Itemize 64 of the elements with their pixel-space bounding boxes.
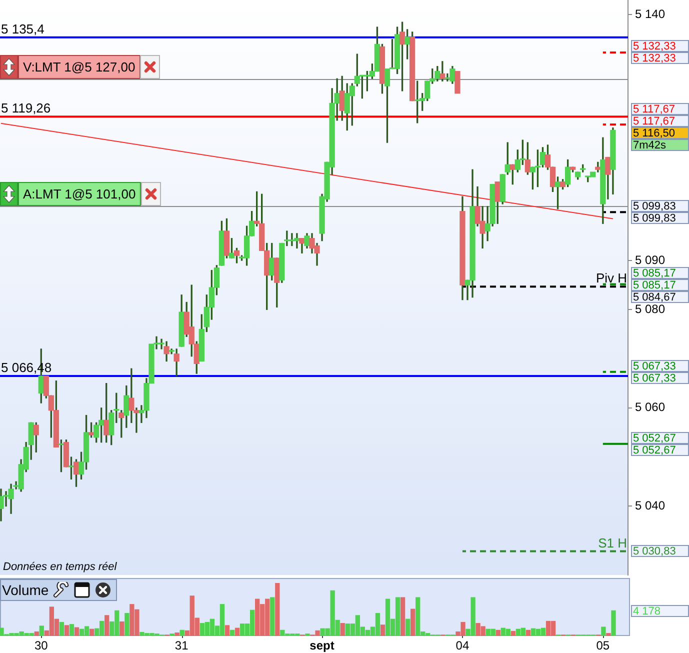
text: 5 132,33: [633, 52, 676, 65]
chart-title: Volume: [2, 581, 49, 600]
text: 5 085,17: [633, 280, 676, 292]
ref-line-label: 5 052,67: [633, 432, 676, 445]
bar: [496, 630, 500, 636]
bar: [174, 632, 180, 636]
ref-line-label: 5 085,17: [633, 268, 676, 280]
text: 5 067,33: [633, 372, 676, 385]
ref-line-label: 5 117,67: [633, 104, 676, 116]
bar: [405, 618, 410, 636]
ref-line-label: A:LMT 1@5 101,00: [23, 186, 136, 202]
x-tick-label: 04: [456, 638, 470, 653]
text: 5 116,50: [633, 128, 676, 140]
ref-line-label: 5 067,33: [633, 360, 676, 373]
text: 5 117,67: [633, 116, 676, 128]
ref-line-label: Piv H: [596, 270, 627, 286]
x-tick-label: 31: [174, 638, 189, 653]
bar: [69, 624, 74, 636]
y-tick-label: 5 090: [635, 252, 666, 267]
bar: [34, 631, 39, 636]
bar: [64, 625, 70, 636]
x-tick-label: 05: [596, 638, 610, 653]
bar: [224, 625, 230, 636]
x-tick-label: 30: [34, 638, 48, 653]
x-tick-label: sept: [310, 638, 334, 653]
y-tick-label: 5 060: [635, 400, 666, 414]
bar: [180, 630, 184, 636]
text: 5 030,83: [633, 546, 676, 558]
annotation: Données en temps réel: [3, 561, 118, 573]
text: 7m42s: [633, 140, 667, 152]
ref-line-label: 5 099,83: [633, 200, 676, 213]
bar: [606, 633, 611, 636]
bar: [120, 621, 124, 636]
bar: [611, 610, 616, 636]
bar: [39, 626, 44, 636]
bar: [526, 630, 531, 636]
ref-line-label: 5 135,4: [1, 21, 44, 36]
y-tick-label: 5 140: [635, 7, 666, 22]
bar: [601, 626, 606, 636]
bar: [270, 597, 275, 636]
text: 5 052,67: [633, 444, 676, 457]
bar: [380, 624, 386, 636]
bar: [275, 582, 280, 636]
y-tick-label: 5 040: [635, 498, 666, 513]
y-tick-label: 5 080: [635, 302, 666, 316]
bar: [124, 612, 130, 636]
bar: [230, 630, 235, 636]
ref-line-label: V:LMT 1@5 127,00: [23, 60, 136, 75]
ref-line-label: 5 132,33: [633, 40, 676, 53]
bar: [410, 608, 416, 636]
ref-line-label: S1 H: [598, 535, 627, 550]
text: 5 099,83: [633, 212, 676, 225]
bar: [340, 623, 345, 636]
bar: [234, 628, 240, 636]
candlestick: [454, 70, 460, 94]
ref-line-label: 5 119,26: [1, 100, 51, 116]
bar: [400, 597, 406, 636]
text: 5 084,67: [633, 292, 676, 304]
bar: [104, 615, 110, 636]
bar: [89, 628, 94, 636]
bar: [510, 630, 516, 636]
bar: [59, 622, 64, 636]
bar: [74, 627, 80, 636]
text: 4 178: [633, 606, 661, 618]
